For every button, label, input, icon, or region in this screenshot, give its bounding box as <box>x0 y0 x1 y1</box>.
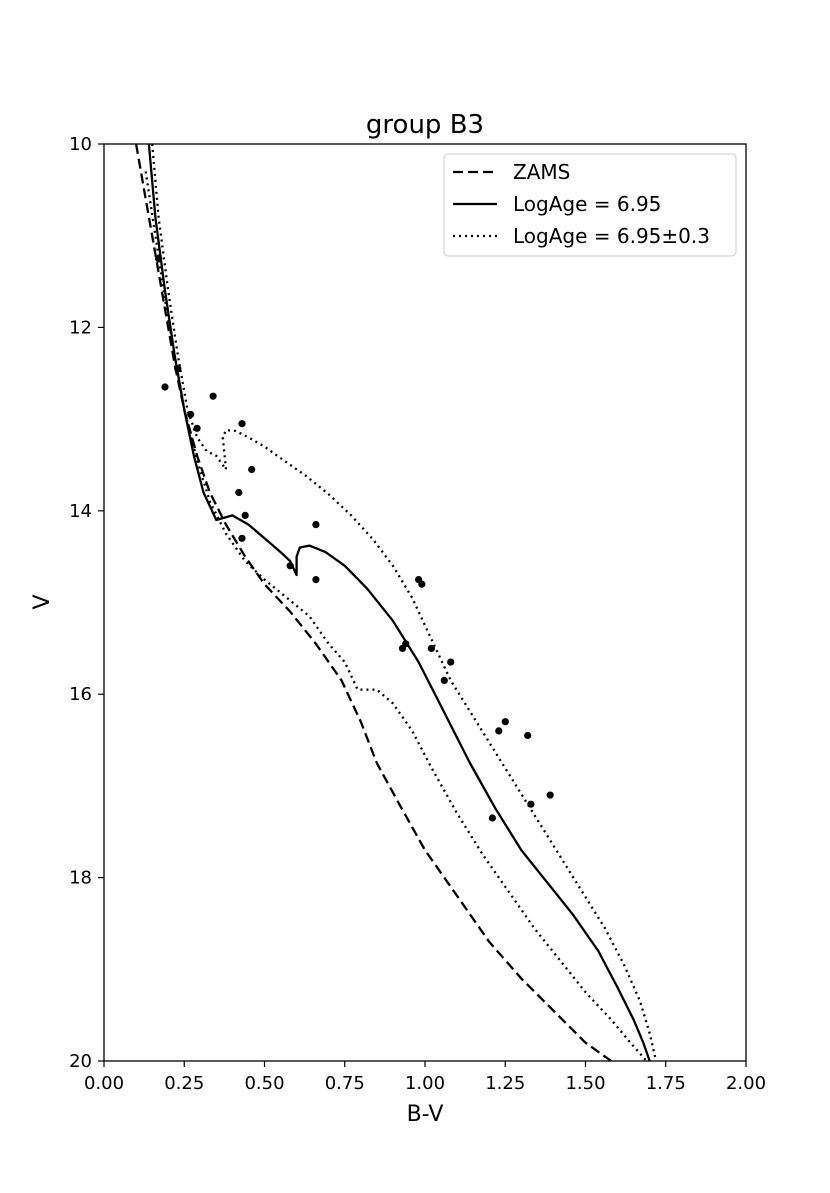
data-point <box>440 676 448 685</box>
plot-area <box>134 144 658 1061</box>
data-point <box>447 658 455 666</box>
x-tick-label: 1.50 <box>565 1073 605 1094</box>
data-point <box>248 465 256 474</box>
data-point <box>524 731 532 740</box>
series-line-dashed <box>134 144 612 1061</box>
y-tick-label: 18 <box>69 868 92 889</box>
y-tick-label: 12 <box>69 317 92 338</box>
axis-ticks: 0.00 0.25 0.50 0.75 1.00 1.25 1.50 1.75 2.00 10 12… <box>69 134 766 1094</box>
data-point <box>193 424 201 432</box>
data-point <box>501 718 509 726</box>
y-tick-label: 14 <box>69 501 92 522</box>
x-axis-label: B-V <box>407 1102 444 1127</box>
x-tick-label: 0.00 <box>84 1073 124 1094</box>
legend-box <box>443 153 737 257</box>
data-point <box>241 511 249 519</box>
data-point <box>488 814 496 822</box>
series-line-dotted <box>144 171 648 1061</box>
plot-frame <box>103 143 747 1062</box>
data-point <box>161 383 169 391</box>
y-axis-label: V <box>30 594 55 609</box>
x-tick-label: 0.75 <box>325 1073 365 1094</box>
data-point <box>312 576 320 584</box>
data-point <box>546 791 554 799</box>
x-tick-label: 0.25 <box>164 1073 204 1094</box>
y-tick-label: 10 <box>69 134 92 155</box>
legend-label: LogAge = 6.95 <box>513 192 661 216</box>
data-point <box>174 365 182 373</box>
y-tick-label: 16 <box>69 684 92 705</box>
data-point <box>286 562 294 570</box>
y-tick-label: 20 <box>69 1051 92 1072</box>
x-tick-label: 2.00 <box>726 1073 766 1094</box>
data-point <box>187 410 195 419</box>
x-tick-label: 0.50 <box>244 1073 284 1094</box>
series-group <box>134 144 658 1061</box>
legend-label: LogAge = 6.95±0.3 <box>513 224 710 248</box>
data-point <box>312 521 320 529</box>
x-tick-label: 1.25 <box>485 1073 525 1094</box>
legend: ZAMS LogAge = 6.95 LogAge = 6.95±0.3 <box>443 153 737 257</box>
series-line-solid <box>147 144 651 1061</box>
chart-title: group B3 <box>366 110 484 140</box>
data-point <box>418 580 426 588</box>
legend-label: ZAMS <box>513 160 570 184</box>
data-point <box>402 640 410 648</box>
x-tick-label: 1.00 <box>405 1073 445 1094</box>
data-point <box>238 420 246 428</box>
series-line-dotted <box>151 144 658 1061</box>
data-point <box>209 392 217 400</box>
x-tick-label: 1.75 <box>646 1073 686 1094</box>
data-point <box>155 255 163 263</box>
data-point <box>427 644 435 653</box>
data-point <box>238 534 246 542</box>
data-point <box>235 488 243 497</box>
data-point <box>495 727 503 735</box>
data-point <box>527 800 535 808</box>
